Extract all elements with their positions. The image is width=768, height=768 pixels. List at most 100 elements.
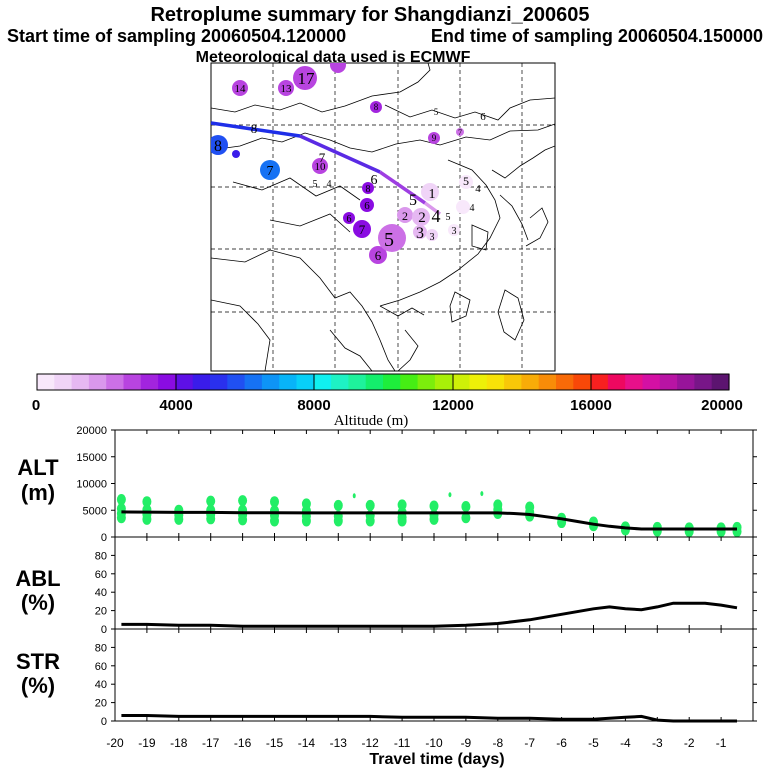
- alt-scatter-point: [461, 512, 471, 524]
- colorbar-cell: [590, 374, 609, 390]
- colorbar-cell: [244, 374, 263, 390]
- colorbar-cell: [313, 374, 332, 390]
- svg-text:1: 1: [429, 187, 436, 202]
- alt-ytick-label: 10000: [76, 479, 107, 491]
- colorbar-cell: [486, 374, 505, 390]
- alt-label: ALT: [17, 455, 59, 480]
- x-tick-label: -5: [588, 736, 599, 750]
- alt-scatter-point: [525, 501, 535, 513]
- alt-scatter-point: [174, 504, 184, 516]
- x-axis: -20 -19 -18 -17 -16 -15 -14 -13 -12 -11 -10 -9 -8 -7 -…: [106, 736, 726, 750]
- alt-scatter-point: [480, 491, 484, 497]
- colorbar-cell: [365, 374, 384, 390]
- x-tick-label: -11: [394, 736, 411, 750]
- abl-ytick-label: 60: [95, 569, 107, 581]
- svg-text:17: 17: [298, 69, 316, 88]
- str-ytick-label: 20: [95, 698, 107, 710]
- colorbar-tick-5: 20000: [701, 397, 743, 414]
- colorbar-cell: [54, 374, 73, 390]
- met-data-label: Meteorological data used is ECMWF: [196, 49, 471, 66]
- svg-text:8: 8: [251, 121, 258, 136]
- svg-text:3: 3: [430, 232, 435, 243]
- abl-unit: (%): [21, 590, 55, 615]
- x-tick-label: -17: [202, 736, 220, 750]
- start-time-label: Start time of sampling 20060504.120000: [7, 26, 346, 46]
- alt-ytick-label: 15000: [76, 452, 107, 464]
- svg-text:6: 6: [364, 200, 370, 212]
- x-tick-label: -15: [266, 736, 284, 750]
- colorbar-cell: [625, 374, 644, 390]
- alt-scatter-point: [238, 495, 248, 507]
- colorbar-cell: [383, 374, 401, 390]
- str-ytick-label: 40: [95, 679, 107, 691]
- x-tick-label: -2: [684, 736, 695, 750]
- map-frame: [210, 62, 556, 372]
- colorbar-cell: [175, 374, 194, 390]
- alt-scatter-point: [732, 521, 742, 533]
- colorbar-cell: [659, 374, 678, 390]
- x-tick-label: -1: [716, 736, 727, 750]
- svg-text:6: 6: [347, 214, 352, 225]
- svg-text:8: 8: [374, 102, 379, 112]
- abl-ytick-label: 80: [95, 550, 107, 562]
- x-tick-label: -9: [461, 736, 472, 750]
- abl-label: ABL: [15, 566, 60, 591]
- trajectory-map: 14 13 17 8 5 6 9 7 8 8 7: [210, 62, 556, 372]
- x-tick-label: -4: [620, 736, 631, 750]
- colorbar-cell: [677, 374, 695, 390]
- colorbar-cell: [279, 374, 298, 390]
- x-tick-label: -13: [330, 736, 348, 750]
- cluster-markers: 14 13 17 8 5 6 9 7 8 8 7: [211, 63, 486, 264]
- svg-text:5: 5: [446, 212, 451, 223]
- colorbar-cell: [400, 374, 419, 390]
- alt-scatter-point: [352, 493, 356, 499]
- colorbar-cell: [434, 374, 453, 390]
- str-ytick-label: 60: [95, 661, 107, 673]
- colorbar-cell: [158, 374, 176, 390]
- svg-text:4: 4: [470, 203, 475, 214]
- alt-scatter-point: [429, 500, 439, 512]
- svg-text:14: 14: [235, 83, 247, 95]
- alt-scatter-point: [397, 499, 407, 511]
- colorbar-cell: [521, 374, 540, 390]
- x-tick-label: -18: [170, 736, 188, 750]
- end-time-label: End time of sampling 20060504.150000: [431, 26, 763, 46]
- svg-text:4: 4: [475, 183, 481, 195]
- colorbar-cell: [469, 374, 488, 390]
- x-tick-label: -10: [425, 736, 443, 750]
- str-ytick-label: 80: [95, 642, 107, 654]
- abl-ytick-label: 20: [95, 606, 107, 618]
- colorbar-cell: [417, 374, 436, 390]
- colorbar-cell: [261, 374, 280, 390]
- alt-scatter-point: [652, 521, 662, 533]
- svg-text:5: 5: [384, 229, 394, 251]
- alt-panel: ALT (m) 20000 15000 10000 5000 0: [17, 425, 757, 544]
- colorbar-cell: [538, 374, 557, 390]
- x-axis-label: Travel time (days): [369, 751, 504, 768]
- abl-ytick-label: 40: [95, 587, 107, 599]
- alt-scatter-point: [493, 499, 503, 511]
- svg-text:7: 7: [458, 128, 462, 137]
- abl-series-line: [121, 601, 738, 628]
- svg-text:7: 7: [319, 150, 326, 165]
- str-unit: (%): [21, 673, 55, 698]
- svg-text:2: 2: [418, 210, 426, 226]
- colorbar-tick-1: 4000: [159, 397, 192, 414]
- x-tick-label: -20: [106, 736, 124, 750]
- str-series-line: [121, 714, 737, 723]
- map-coastlines: [211, 63, 555, 371]
- colorbar-cell: [694, 374, 713, 390]
- alt-scatter-point: [448, 492, 452, 498]
- svg-text:5: 5: [409, 192, 417, 209]
- alt-scatter-point: [461, 501, 471, 513]
- alt-series-line: [121, 510, 737, 531]
- colorbar-cell: [573, 374, 592, 390]
- str-label: STR: [16, 649, 60, 674]
- alt-scatter-point: [365, 499, 375, 511]
- colorbar-cell: [71, 374, 90, 390]
- colorbar-tick-2: 8000: [297, 397, 330, 414]
- svg-text:4: 4: [432, 206, 441, 226]
- svg-text:5: 5: [313, 179, 318, 190]
- alt-scatter-point: [206, 495, 216, 507]
